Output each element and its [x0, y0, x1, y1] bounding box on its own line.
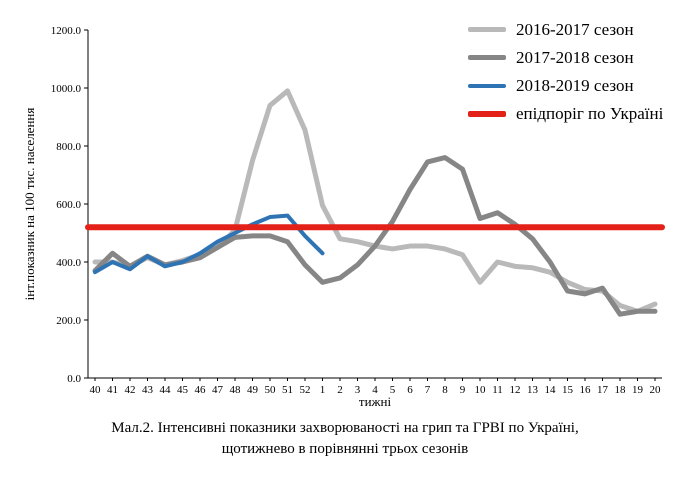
x-tick-label: 46 — [195, 384, 207, 396]
x-tick-label: 6 — [407, 384, 413, 396]
y-tick-label: 400.0 — [56, 257, 81, 269]
caption-line-1: Мал.2. Інтенсивні показники захворюванос… — [111, 420, 579, 436]
legend-item-epidemic-threshold: епідпоріг по Україні — [468, 104, 663, 123]
legend-label-2018-2019: 2018-2019 сезон — [516, 75, 634, 95]
y-tick-label: 600.0 — [56, 199, 81, 211]
legend-swatch-2018-2019 — [468, 83, 506, 88]
legend-swatch-2017-2018 — [468, 55, 506, 60]
x-tick-label: 51 — [282, 384, 293, 396]
legend: 2016-2017 сезон 2017-2018 сезон 2018-201… — [468, 20, 663, 132]
x-tick-label: 19 — [632, 384, 644, 396]
x-tick-label: 9 — [460, 384, 466, 396]
series-line-2017-2018-сезон — [92, 155, 658, 317]
x-tick-label: 2 — [337, 384, 343, 396]
x-tick-label: 13 — [527, 384, 539, 396]
legend-item-season-2016-2017: 2016-2017 сезон — [468, 20, 663, 39]
x-tick-label: 52 — [300, 384, 311, 396]
y-axis-label: інт.показник на 100 тис. населення — [22, 107, 37, 301]
series-line-2018-2019-сезон — [93, 213, 325, 275]
x-tick-label: 5 — [390, 384, 396, 396]
x-tick-label: 11 — [492, 384, 503, 396]
caption-line-2: щотижнево в порівнянні трьох сезонів — [221, 441, 469, 457]
x-tick-label: 50 — [265, 384, 277, 396]
x-tick-label: 40 — [90, 384, 102, 396]
y-tick-label: 200.0 — [56, 315, 81, 327]
x-tick-label: 48 — [230, 384, 242, 396]
legend-label-2016-2017: 2016-2017 сезон — [516, 19, 634, 39]
y-tick-label: 1200.0 — [51, 25, 82, 37]
legend-swatch-2016-2017 — [468, 27, 506, 32]
x-tick-label: 3 — [355, 384, 361, 396]
x-tick-label: 42 — [125, 384, 136, 396]
x-tick-label: 47 — [212, 384, 224, 396]
x-tick-label: 15 — [562, 384, 574, 396]
x-tick-label: 18 — [615, 384, 627, 396]
legend-item-season-2017-2018: 2017-2018 сезон — [468, 48, 663, 67]
legend-label-2017-2018: 2017-2018 сезон — [516, 47, 634, 67]
x-tick-label: 12 — [510, 384, 521, 396]
y-tick-label: 800.0 — [56, 141, 81, 153]
x-tick-label: 44 — [160, 384, 172, 396]
y-tick-label: 0.0 — [67, 373, 81, 385]
x-tick-label: 49 — [247, 384, 259, 396]
x-tick-label: 16 — [580, 384, 592, 396]
x-tick-label: 20 — [650, 384, 662, 396]
legend-item-season-2018-2019: 2018-2019 сезон — [468, 76, 663, 95]
x-tick-label: 8 — [442, 384, 448, 396]
x-tick-label: 43 — [142, 384, 154, 396]
x-tick-label: 17 — [597, 384, 609, 396]
y-tick-label: 1000.0 — [51, 83, 82, 95]
x-tick-label: 10 — [475, 384, 487, 396]
x-tick-label: 14 — [545, 384, 557, 396]
figure-caption: Мал.2. Інтенсивні показники захворюванос… — [0, 418, 690, 460]
legend-swatch-epidemic-threshold — [468, 110, 506, 117]
x-tick-label: 45 — [177, 384, 189, 396]
x-tick-label: 1 — [320, 384, 326, 396]
x-tick-label: 4 — [372, 384, 378, 396]
x-tick-label: 7 — [425, 384, 431, 396]
legend-label-epidemic-threshold: епідпоріг по Україні — [516, 103, 664, 123]
x-axis-label: тижні — [358, 394, 392, 409]
x-tick-label: 41 — [107, 384, 118, 396]
